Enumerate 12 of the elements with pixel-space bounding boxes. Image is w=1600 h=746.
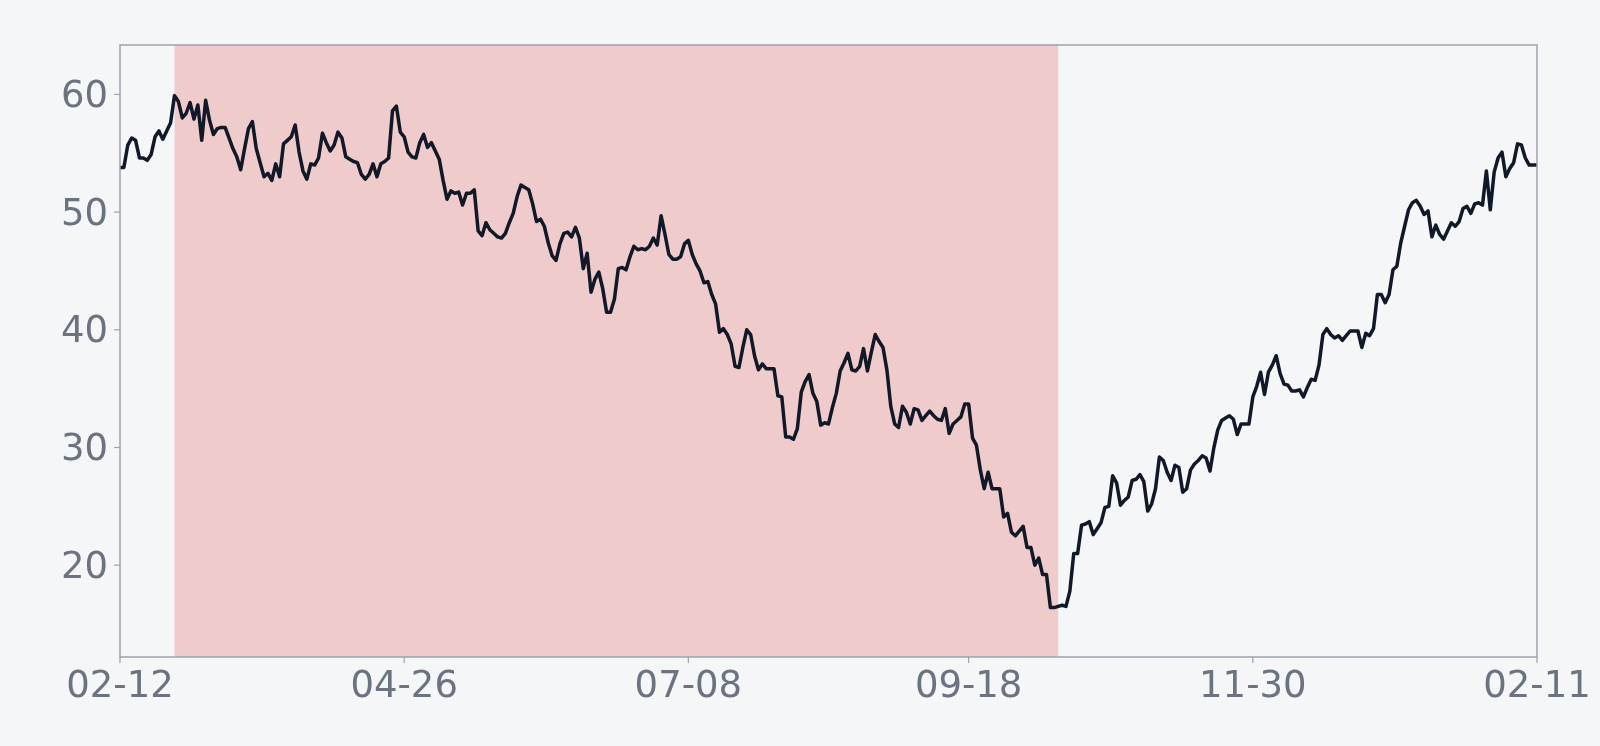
y-tick-label: 40 <box>60 308 108 352</box>
line-series <box>120 93 1537 610</box>
y-tick-label: 50 <box>60 190 108 234</box>
y-tick-label: 60 <box>60 72 108 116</box>
x-tick-label: 07-08 <box>634 663 743 706</box>
y-tick-label: 20 <box>60 543 108 587</box>
x-tick-label: 02-11 <box>1483 663 1591 706</box>
x-tick-label: 02-12 <box>66 663 174 706</box>
x-tick-label: 09-18 <box>914 663 1023 706</box>
x-tick-label: 11-30 <box>1199 663 1307 706</box>
x-tick-label: 04-26 <box>350 663 458 706</box>
y-tick-label: 30 <box>60 426 108 470</box>
